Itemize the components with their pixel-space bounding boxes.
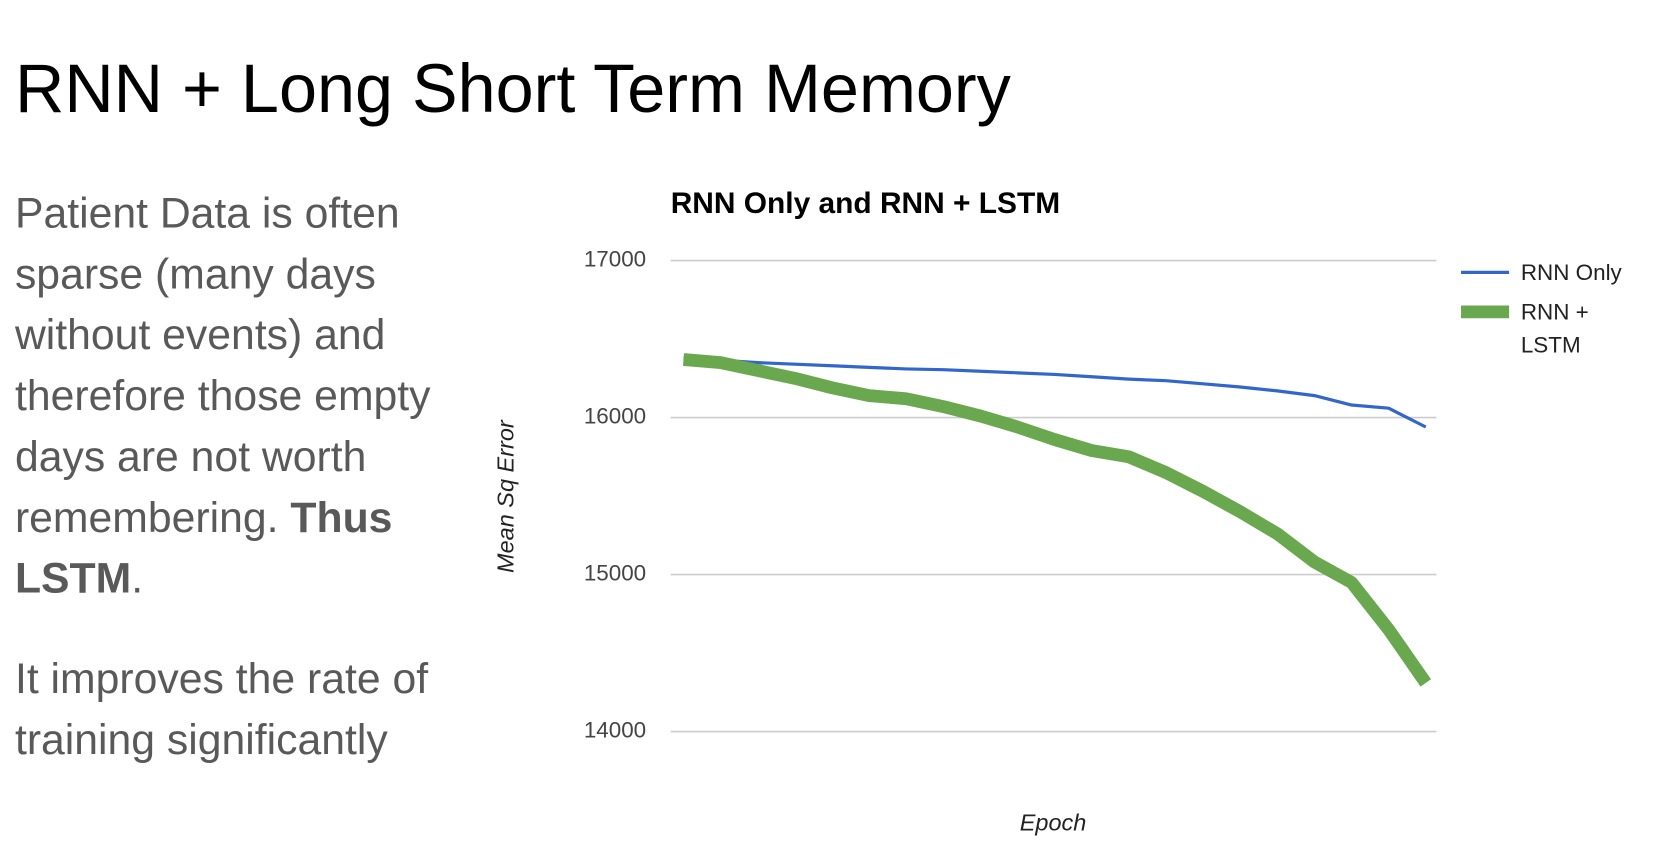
data-line	[683, 356, 1427, 429]
data-line	[682, 353, 1432, 687]
bold-text: LSTM	[14, 555, 132, 603]
text-line: sparse (many days	[14, 250, 376, 298]
bold-text: Thus	[290, 494, 393, 542]
text-line: days are not worth	[14, 433, 367, 481]
paragraph: It improves the rate of training signific…	[15, 649, 428, 771]
x-axis-label: Epoch	[1020, 810, 1087, 836]
y-tick-label: 14000	[584, 718, 646, 743]
chart-title: RNN Only and RNN + LSTM	[671, 187, 1060, 220]
y-tick-label: 16000	[584, 404, 646, 429]
text-line: therefore those empty	[14, 372, 431, 420]
text-line: remembering.	[14, 494, 279, 542]
y-tick-label: 17000	[584, 247, 646, 272]
legend-label: RNN Only	[1520, 260, 1622, 286]
paragraph: Patient Data is often sparse (many days wi…	[15, 184, 431, 610]
text-line: training significantly	[14, 716, 388, 764]
legend-label: RNN + LSTM	[1520, 300, 1589, 358]
y-axis-label: Mean Sq Error	[493, 419, 519, 573]
text-line: It improves the rate of	[14, 655, 429, 703]
y-tick-label: 15000	[584, 561, 646, 586]
slide-title: RNN + Long Short Term Memory	[14, 50, 1011, 128]
text-line: without events) and	[14, 311, 386, 359]
text-line: Patient Data is often	[14, 190, 400, 238]
text-end: .	[131, 555, 144, 603]
